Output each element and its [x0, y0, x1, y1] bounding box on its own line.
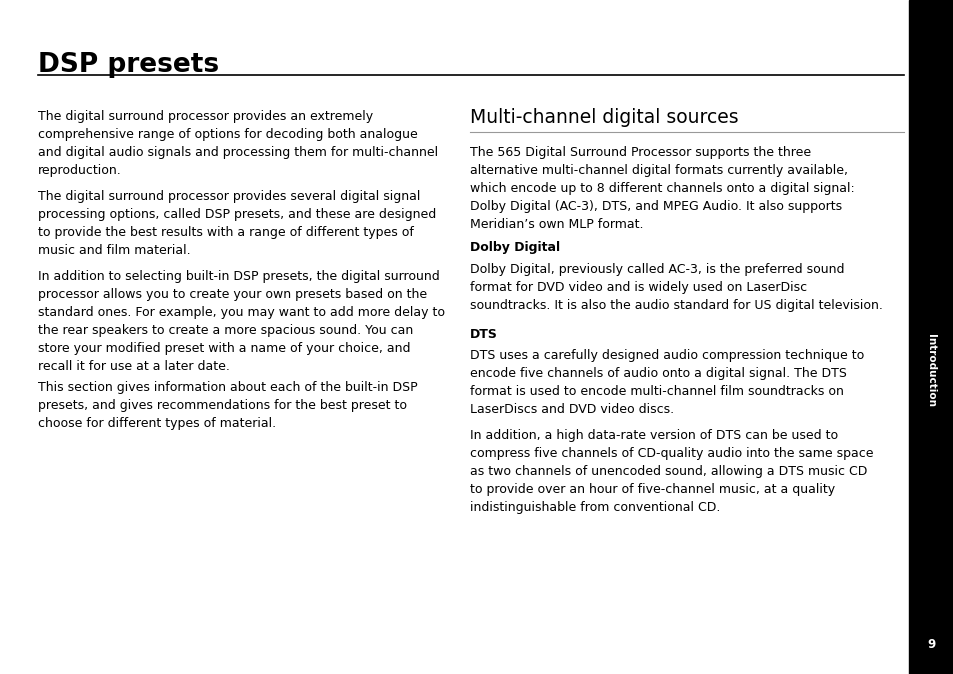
- Text: The digital surround processor provides several digital signal
processing option: The digital surround processor provides …: [38, 190, 436, 257]
- Text: This section gives information about each of the built-in DSP
presets, and gives: This section gives information about eac…: [38, 381, 417, 430]
- Text: DTS uses a carefully designed audio compression technique to
encode five channel: DTS uses a carefully designed audio comp…: [470, 349, 863, 416]
- Text: In addition, a high data-rate version of DTS can be used to
compress five channe: In addition, a high data-rate version of…: [470, 429, 873, 514]
- Text: Dolby Digital: Dolby Digital: [470, 241, 559, 255]
- Text: In addition to selecting built-in DSP presets, the digital surround
processor al: In addition to selecting built-in DSP pr…: [38, 270, 444, 373]
- Text: 9: 9: [926, 638, 935, 650]
- Text: Dolby Digital, previously called AC-3, is the preferred sound
format for DVD vid: Dolby Digital, previously called AC-3, i…: [470, 263, 882, 312]
- Text: Introduction: Introduction: [925, 334, 936, 407]
- Text: Multi-channel digital sources: Multi-channel digital sources: [470, 108, 738, 127]
- Text: DTS: DTS: [470, 328, 497, 340]
- Text: DSP presets: DSP presets: [38, 52, 219, 78]
- Text: The digital surround processor provides an extremely
comprehensive range of opti: The digital surround processor provides …: [38, 110, 437, 177]
- Bar: [908, 0, 953, 674]
- Text: The 565 Digital Surround Processor supports the three
alternative multi-channel : The 565 Digital Surround Processor suppo…: [470, 146, 854, 231]
